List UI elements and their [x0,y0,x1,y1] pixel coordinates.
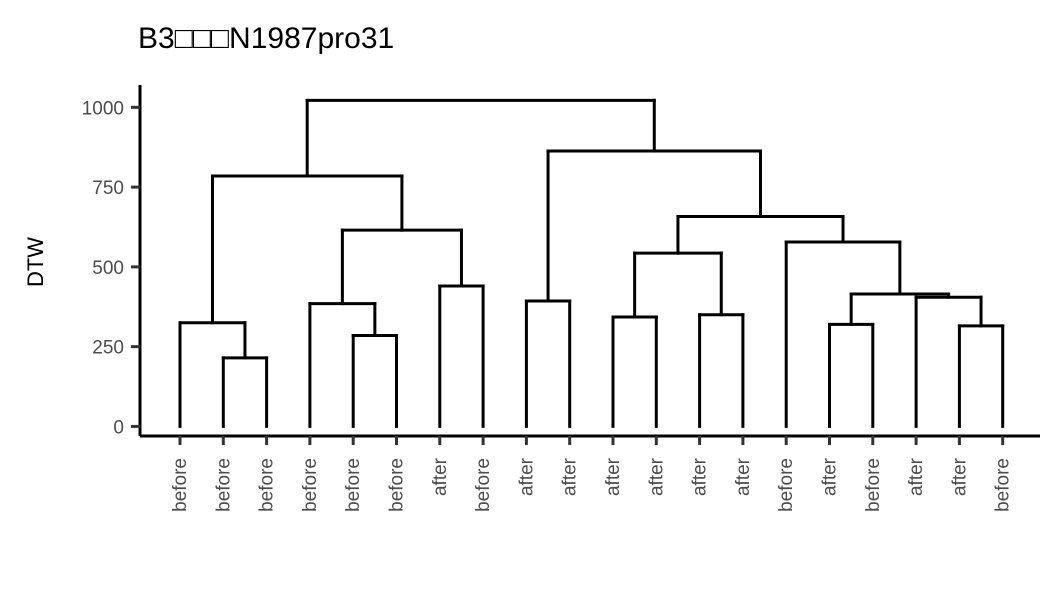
leaf-label: before [473,458,494,512]
y-tick-label: 500 [92,258,124,279]
y-tick-label: 0 [113,417,124,438]
y-tick-label: 250 [92,338,124,359]
chart-title: B3□□□N1987pro31 [138,22,394,55]
leaf-label: after [430,457,451,496]
leaf-label: after [646,457,667,496]
y-tick-label: 1000 [82,98,124,119]
leaf-label: before [387,458,408,512]
leaf-label: after [516,457,537,496]
leaf-label: after [906,457,927,496]
leaf-label: after [690,457,711,496]
leaf-label: after [820,457,841,496]
y-axis-label: DTW [23,237,48,287]
leaf-label: before [300,458,321,512]
leaf-label: before [257,458,278,512]
leaf-label: after [733,457,754,496]
leaf-label: before [863,458,884,512]
leaf-label: before [343,458,364,512]
leaf-label: after [603,457,624,496]
leaf-label: before [213,458,234,512]
plot-area: 0 250 500 750 1000 before before before before be… [82,85,1040,512]
leaf-label: before [776,458,797,512]
leaf-label: after [949,457,970,496]
leaf-label: before [170,458,191,512]
leaf-label: after [560,457,581,496]
leaf-label: before [993,458,1014,512]
y-tick-label: 750 [92,178,124,199]
